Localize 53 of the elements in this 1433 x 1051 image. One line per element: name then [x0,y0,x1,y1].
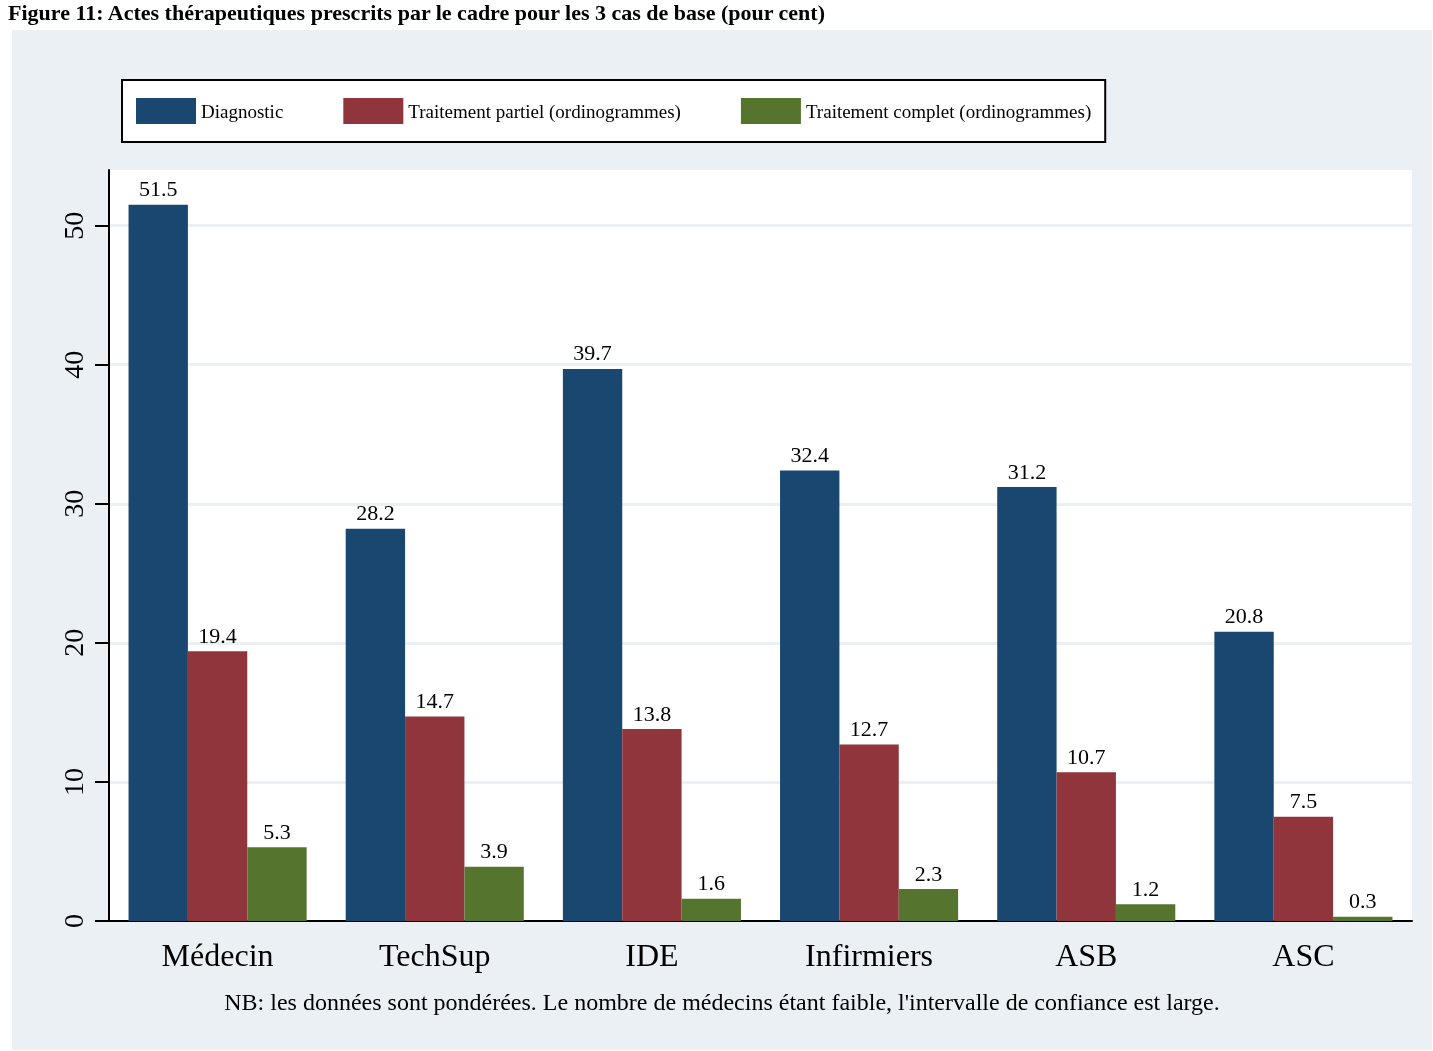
bar [345,528,406,921]
y-tick-label: 10 [57,767,89,796]
y-tick-label: 50 [57,211,89,240]
bar [1056,772,1116,921]
legend-label: Traitement partiel (ordinogrammes) [408,100,681,123]
y-tick-label: 0 [57,914,89,928]
bar [1333,916,1393,921]
data-label: 7.5 [1289,788,1318,814]
bar [1273,816,1334,921]
bar [1115,904,1176,921]
data-label: 31.2 [1007,458,1047,484]
data-label: 5.3 [263,818,291,844]
data-label: 32.4 [790,441,829,467]
bar [464,866,524,921]
x-tick-label: Infirmiers [805,937,934,973]
bar [562,368,623,921]
data-label: 3.9 [480,838,508,864]
data-label: 1.6 [697,870,726,896]
y-tick-label: 40 [57,350,89,379]
x-tick-label: ASC [1272,937,1335,973]
data-label: 19.4 [198,622,237,648]
bar [780,470,840,921]
x-tick-label: ASB [1055,937,1118,973]
data-label: 28.2 [356,500,395,526]
chart-title: Figure 11: Actes thérapeutiques prescrits par le cadre pour les 3 cas de base (pour cent) [8,0,825,26]
bar [681,898,741,921]
data-label: 1.2 [1131,875,1160,901]
data-label: 51.5 [138,176,178,202]
bar [247,847,307,921]
bar [187,651,248,921]
data-label: 12.7 [849,715,889,741]
data-label: 0.3 [1349,888,1377,914]
x-tick-label: Médecin [161,937,274,973]
data-label: 13.8 [632,700,672,726]
bar [839,744,899,921]
bar [622,729,682,921]
x-tick-label: IDE [625,937,679,973]
bar [128,204,188,921]
legend-label: Traitement complet (ordinogrammes) [805,100,1092,123]
data-label: 20.8 [1224,603,1264,629]
y-tick-label: 30 [57,489,89,518]
y-tick-label: 20 [57,628,89,657]
bar [405,716,465,921]
bar [898,889,959,921]
data-label: 39.7 [573,340,612,366]
bar [1214,631,1274,921]
data-label: 10.7 [1067,743,1106,769]
text: NB: les données sont pondérées. Le nombre de médecins étant faible, l'intervalle de confiance est large. [224,989,1220,1015]
data-label: 14.7 [415,688,454,714]
data-label: 2.3 [914,860,943,886]
legend-label: Diagnostic [201,100,284,122]
bar [997,487,1057,921]
x-tick-label: TechSup [378,937,491,973]
